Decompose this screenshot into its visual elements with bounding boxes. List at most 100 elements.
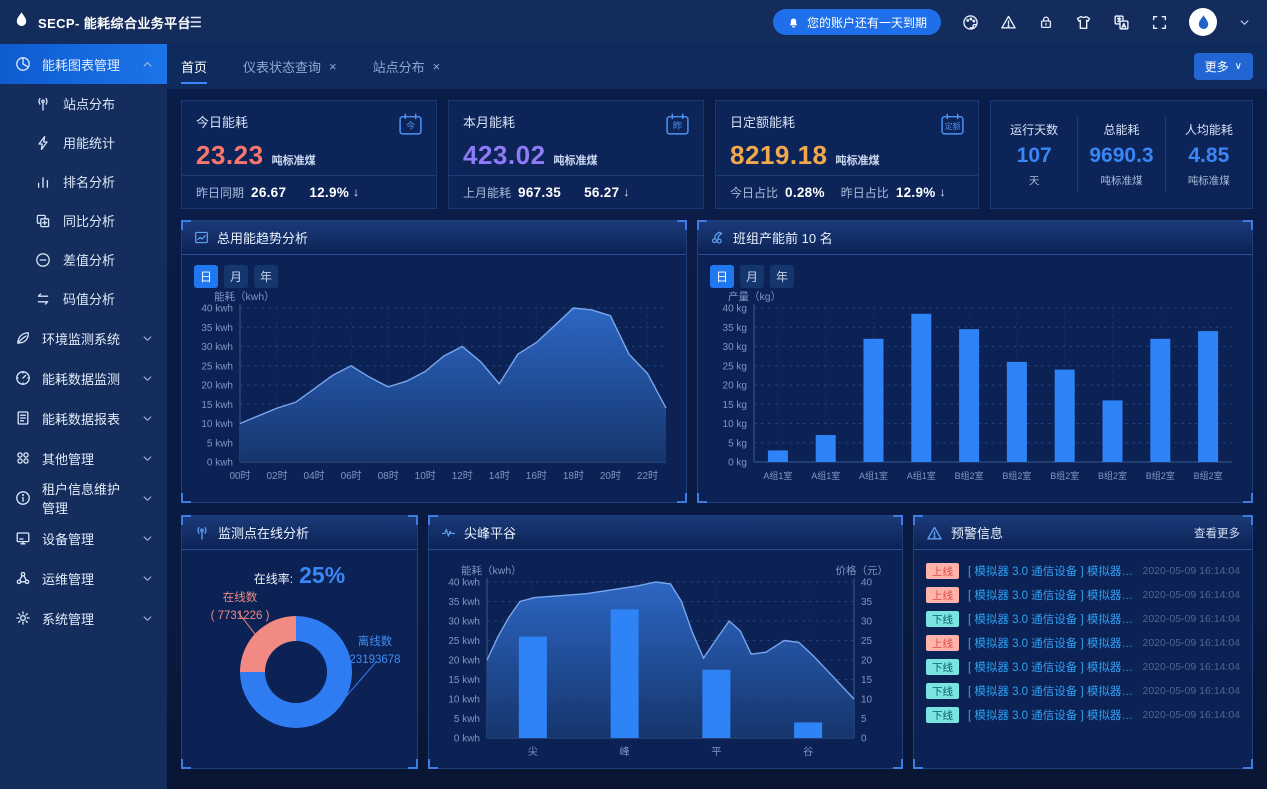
svg-text:20 kg: 20 kg	[723, 381, 747, 392]
view-more-link[interactable]: 查看更多	[1194, 527, 1240, 540]
trend-period-toggle: 日月年	[194, 265, 686, 288]
sidebar-item-label: 站点分布	[63, 97, 116, 112]
tab-2[interactable]: 站点分布 ×	[373, 44, 441, 89]
svg-text:14时: 14时	[489, 470, 510, 482]
svg-text:平: 平	[711, 747, 721, 758]
alert-row[interactable]: 上线 [ 模拟器 3.0 通信设备 ] 模拟器 3.0... 2020-05-0…	[926, 559, 1240, 583]
trend-chart: 0 kwh 5 kwh 10 kwh 15 kwh 20 kwh 25 kwh 30 kwh…	[194, 290, 686, 491]
alert-message: [ 模拟器 3.0 通信设备 ] 模拟器 3.0...	[968, 686, 1134, 698]
grid-icon	[15, 450, 31, 466]
chevron-down-icon	[141, 532, 154, 545]
palette-icon[interactable]	[962, 14, 979, 31]
account-expiry-notification[interactable]: 您的账户还有一天到期	[772, 9, 941, 35]
sidebar-group-4[interactable]: 其他管理	[0, 438, 167, 478]
footer-value: 26.67	[251, 184, 287, 200]
svg-text:10 kwh: 10 kwh	[448, 695, 480, 706]
sidebar-item-5[interactable]: 码值分析	[0, 279, 167, 318]
sidebar-group-label: 租户信息维护管理	[42, 482, 121, 516]
toggle-日[interactable]: 日	[194, 265, 219, 288]
summary-item: 运行天数 107 天	[991, 117, 1077, 192]
svg-text:10 kg: 10 kg	[723, 419, 747, 430]
tab-1[interactable]: 仪表状态查询 ×	[243, 44, 337, 89]
close-icon[interactable]: ×	[329, 59, 337, 74]
sidebar-group-6[interactable]: 设备管理	[0, 518, 167, 558]
hamburger-menu-icon[interactable]	[185, 13, 203, 31]
alerts-list: 上线 [ 模拟器 3.0 通信设备 ] 模拟器 3.0... 2020-05-0…	[914, 550, 1252, 727]
tab-strip: 首页 仪表状态查询 × 站点分布 ×	[181, 44, 476, 89]
toggle-年[interactable]: 年	[254, 265, 279, 288]
sidebar-group-3[interactable]: 能耗数据报表	[0, 398, 167, 438]
svg-text:0 kg: 0 kg	[728, 458, 747, 469]
alert-row[interactable]: 下线 [ 模拟器 3.0 通信设备 ] 模拟器 3.0... 2020-05-0…	[926, 655, 1240, 679]
sidebar-item-3[interactable]: 同比分析	[0, 201, 167, 240]
stat-card-month: 本月能耗 423.02 吨标准煤 昨 上月能耗 967.35 56.27 ↓	[448, 100, 704, 209]
user-menu-chevron-icon[interactable]	[1238, 16, 1251, 29]
calendar-icon: 今	[399, 113, 422, 135]
gear-icon	[15, 610, 31, 626]
sidebar-group-label: 能耗图表管理	[42, 57, 121, 73]
sidebar-item-label: 同比分析	[63, 214, 116, 229]
fullscreen-icon[interactable]	[1151, 14, 1168, 31]
alert-message: [ 模拟器 3.0 通信设备 ] 模拟器 3.0...	[968, 590, 1134, 602]
alert-row[interactable]: 下线 [ 模拟器 3.0 通信设备 ] 模拟器 3.0... 2020-05-0…	[926, 703, 1240, 727]
warning-icon[interactable]	[1000, 14, 1017, 31]
rank-icon	[35, 174, 51, 190]
svg-text:30 kg: 30 kg	[723, 342, 747, 353]
sidebar-item-4[interactable]: 差值分析	[0, 240, 167, 279]
svg-text:30: 30	[861, 617, 873, 628]
sidebar-group-7[interactable]: 运维管理	[0, 558, 167, 598]
lock-icon[interactable]	[1038, 14, 1054, 31]
shirt-icon[interactable]	[1075, 14, 1092, 31]
alert-message: [ 模拟器 3.0 通信设备 ] 模拟器 3.0...	[968, 662, 1134, 674]
svg-text:30 kwh: 30 kwh	[201, 342, 233, 353]
sidebar-item-label: 排名分析	[63, 175, 116, 190]
alert-row[interactable]: 上线 [ 模拟器 3.0 通信设备 ] 模拟器 3.0... 2020-05-0…	[926, 631, 1240, 655]
team-output-panel: 班组产能前 10 名 日月年 0 kg 5 kg 10 kg 15 kg 20 kg 25…	[697, 220, 1253, 503]
topbar-icon-group	[962, 14, 1168, 31]
summary-label: 运行天数	[1010, 123, 1059, 137]
alert-timestamp: 2020-05-09 16:14:04	[1142, 709, 1241, 721]
sidebar-item-1[interactable]: 用能统计	[0, 123, 167, 162]
stat-cards-row: 今日能耗 23.23 吨标准煤 今 昨日同期 26.67 12.9% ↓ 本月能耗 4…	[181, 100, 1253, 209]
sidebar-group-label: 其他管理	[42, 451, 95, 467]
toggle-月[interactable]: 月	[740, 265, 765, 288]
corner-decoration	[1243, 493, 1253, 503]
summary-label: 总能耗	[1103, 123, 1140, 137]
avatar[interactable]	[1189, 8, 1217, 36]
status-badge: 下线	[926, 683, 959, 699]
alert-row[interactable]: 上线 [ 模拟器 3.0 通信设备 ] 模拟器 3.0... 2020-05-0…	[926, 583, 1240, 607]
toggle-日[interactable]: 日	[710, 265, 735, 288]
svg-text:25 kg: 25 kg	[723, 361, 747, 372]
calendar-badge: 昨	[665, 113, 690, 141]
tab-0[interactable]: 首页	[181, 44, 208, 89]
stat-card-value: 423.02	[463, 140, 546, 170]
close-icon[interactable]: ×	[432, 59, 441, 74]
stat-card-unit: 吨标准煤	[553, 155, 598, 167]
team-panel-title: 班组产能前 10 名	[733, 231, 833, 246]
status-badge: 上线	[926, 563, 959, 579]
translate-icon[interactable]	[1113, 14, 1130, 31]
sidebar-group-1[interactable]: 环境监测系统	[0, 318, 167, 358]
svg-text:15 kwh: 15 kwh	[201, 400, 233, 411]
svg-text:能耗（kwh）: 能耗（kwh）	[214, 290, 275, 303]
chevron-down-icon	[141, 612, 154, 625]
svg-text:30 kwh: 30 kwh	[448, 617, 480, 628]
summary-panel: 运行天数 107 天 总能耗 9690.3 吨标准煤 人均能耗 4.85 吨标准…	[990, 100, 1253, 209]
sidebar-item-0[interactable]: 站点分布	[0, 84, 167, 123]
warning-icon	[926, 525, 943, 540]
svg-text:A组1室: A组1室	[811, 470, 840, 481]
avatar-logo-icon	[1195, 14, 1212, 31]
toggle-月[interactable]: 月	[224, 265, 249, 288]
alert-row[interactable]: 下线 [ 模拟器 3.0 通信设备 ] 模拟器 3.0... 2020-05-0…	[926, 679, 1240, 703]
sidebar-group-0[interactable]: 能耗图表管理	[0, 44, 167, 84]
donut-hole	[265, 641, 327, 703]
status-badge: 下线	[926, 707, 959, 723]
sidebar-group-8[interactable]: 系统管理	[0, 598, 167, 638]
sidebar-group-2[interactable]: 能耗数据监测	[0, 358, 167, 398]
sidebar-item-2[interactable]: 排名分析	[0, 162, 167, 201]
more-button[interactable]: 更多 ∨	[1193, 53, 1253, 80]
alert-row[interactable]: 下线 [ 模拟器 3.0 通信设备 ] 模拟器 3.0... 2020-05-0…	[926, 607, 1240, 631]
sidebar-group-5[interactable]: 租户信息维护管理	[0, 478, 167, 518]
toggle-年[interactable]: 年	[770, 265, 795, 288]
stat-card-title: 今日能耗	[196, 115, 249, 130]
